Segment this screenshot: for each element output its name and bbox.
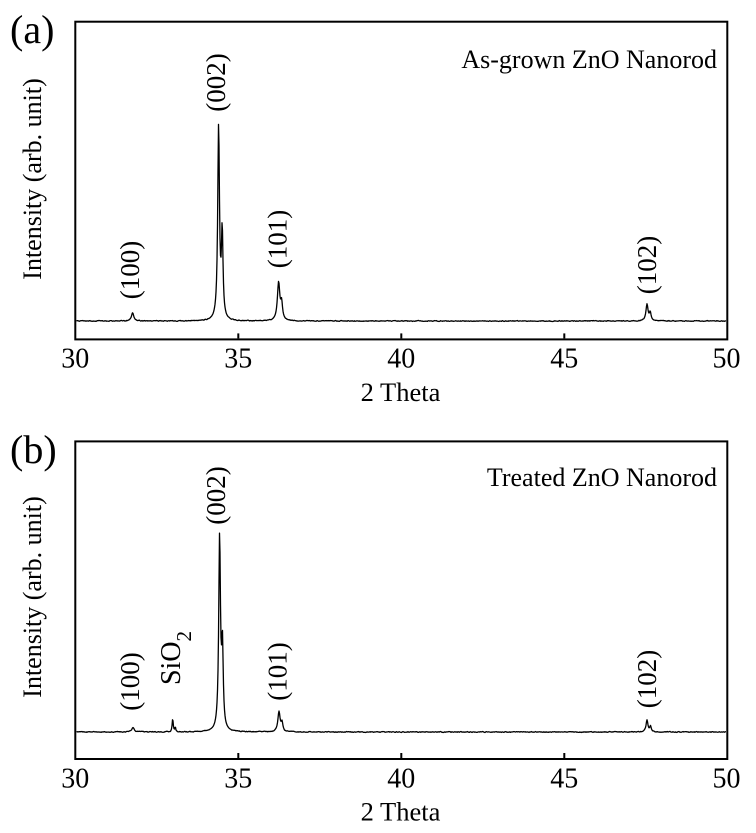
svg-text:(102): (102)	[632, 236, 662, 294]
svg-text:35: 35	[224, 764, 252, 795]
svg-text:2 Theta: 2 Theta	[361, 377, 441, 407]
svg-text:Intensity (arb. unit): Intensity (arb. unit)	[18, 496, 47, 697]
svg-text:(a): (a)	[10, 7, 54, 52]
svg-text:SiO2: SiO2	[156, 631, 196, 685]
svg-text:(002): (002)	[201, 53, 231, 111]
svg-text:50: 50	[713, 344, 741, 375]
svg-text:30: 30	[61, 764, 89, 795]
svg-text:30: 30	[61, 344, 89, 375]
svg-text:As-grown ZnO Nanorod: As-grown ZnO Nanorod	[461, 45, 717, 74]
svg-text:(101): (101)	[262, 642, 292, 700]
svg-text:(100): (100)	[115, 652, 145, 710]
svg-text:(102): (102)	[632, 650, 662, 708]
svg-text:Intensity (arb. unit): Intensity (arb. unit)	[18, 78, 47, 279]
svg-text:(100): (100)	[115, 241, 145, 299]
svg-text:40: 40	[387, 344, 415, 375]
svg-text:(b): (b)	[10, 427, 57, 472]
svg-text:(101): (101)	[262, 210, 292, 268]
svg-text:(002): (002)	[201, 466, 231, 524]
svg-text:45: 45	[550, 764, 578, 795]
svg-text:50: 50	[713, 764, 741, 795]
svg-text:45: 45	[550, 344, 578, 375]
svg-text:2 Theta: 2 Theta	[361, 797, 441, 827]
svg-text:40: 40	[387, 764, 415, 795]
svg-text:35: 35	[224, 344, 252, 375]
svg-text:Treated ZnO Nanorod: Treated ZnO Nanorod	[487, 463, 717, 492]
